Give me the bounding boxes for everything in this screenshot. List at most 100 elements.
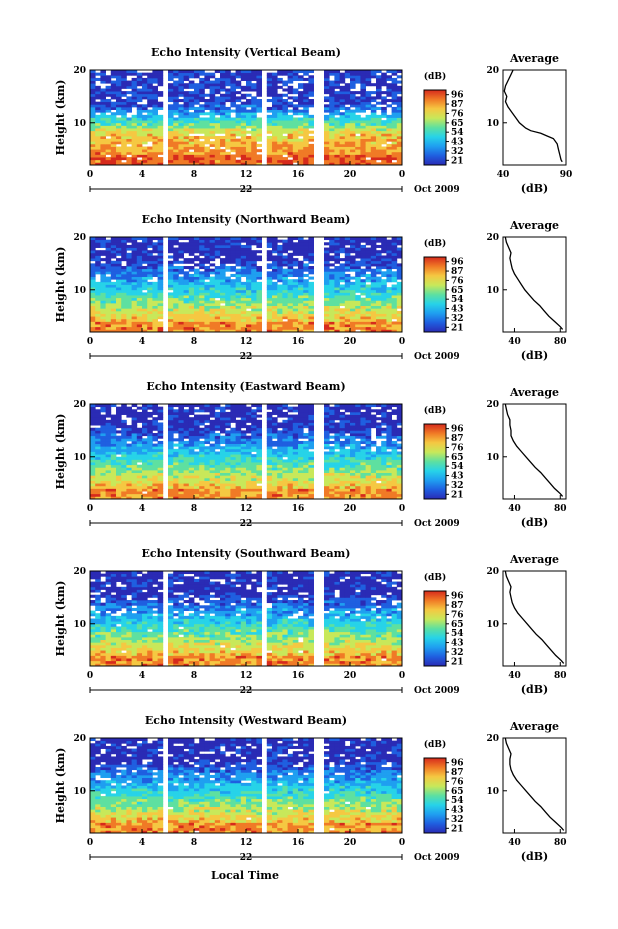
heatmap-cell bbox=[225, 240, 231, 243]
heatmap-cells bbox=[90, 237, 402, 332]
heatmap-cell bbox=[386, 139, 392, 142]
heatmap-cell bbox=[152, 308, 158, 311]
heatmap-cell bbox=[95, 154, 101, 157]
heatmap-cell bbox=[132, 115, 138, 118]
heatmap-cell bbox=[116, 83, 122, 86]
heatmap-cell bbox=[360, 459, 366, 462]
heatmap-cell bbox=[366, 483, 372, 486]
heatmap-cell bbox=[147, 154, 153, 157]
heatmap-cell bbox=[288, 136, 294, 139]
heatmap-cell bbox=[95, 295, 101, 298]
heatmap-cell bbox=[189, 128, 195, 131]
heatmap-cell bbox=[116, 120, 122, 123]
heatmap-cell bbox=[334, 483, 340, 486]
heatmap-cell bbox=[381, 441, 387, 444]
heatmap-cell bbox=[152, 321, 158, 324]
heatmap-cell bbox=[100, 147, 106, 150]
heatmap-cell bbox=[334, 144, 340, 147]
heatmap-cell bbox=[256, 125, 262, 128]
heatmap-cell bbox=[116, 475, 122, 478]
heatmap-cell bbox=[121, 462, 127, 465]
heatmap-cell bbox=[282, 242, 288, 245]
heatmap-cell bbox=[225, 486, 231, 489]
heatmap-cell bbox=[386, 154, 392, 157]
heatmap-cell bbox=[308, 253, 314, 256]
heatmap-cell bbox=[225, 115, 231, 118]
heatmap-cell bbox=[173, 483, 179, 486]
heatmap-cell bbox=[277, 467, 283, 470]
heatmap-cell bbox=[293, 144, 299, 147]
heatmap-cell bbox=[267, 131, 273, 134]
heatmap-cell bbox=[168, 104, 174, 107]
heatmap-cell bbox=[189, 470, 195, 473]
heatmap-cell bbox=[168, 271, 174, 274]
heatmap-cell bbox=[132, 277, 138, 280]
heatmap-cell bbox=[158, 454, 164, 457]
heatmap-cell bbox=[236, 314, 242, 317]
heatmap-cell bbox=[121, 311, 127, 314]
heatmap-cell bbox=[272, 473, 278, 476]
heatmap-cell bbox=[95, 452, 101, 455]
heatmap-cell bbox=[334, 248, 340, 251]
heatmap-cell bbox=[152, 454, 158, 457]
heatmap-cell bbox=[90, 324, 96, 327]
heatmap-cell bbox=[126, 261, 132, 264]
heatmap-cell bbox=[173, 149, 179, 152]
heatmap-cell bbox=[288, 271, 294, 274]
heatmap-cell bbox=[371, 128, 377, 131]
x-tick-label: 12 bbox=[240, 170, 253, 180]
heatmap-cell bbox=[392, 258, 398, 261]
heatmap-cell bbox=[111, 131, 117, 134]
heatmap-cell bbox=[215, 470, 221, 473]
heatmap-cell bbox=[272, 457, 278, 460]
heatmap-cell bbox=[298, 287, 304, 290]
heatmap-cell bbox=[220, 295, 226, 298]
heatmap-cell bbox=[132, 311, 138, 314]
heatmap-cell bbox=[126, 292, 132, 295]
heatmap-cell bbox=[366, 478, 372, 481]
heatmap-cell bbox=[236, 279, 242, 282]
heatmap-cell bbox=[184, 277, 190, 280]
heatmap-cell bbox=[350, 96, 356, 99]
heatmap-cell bbox=[184, 321, 190, 324]
heatmap-cell bbox=[147, 488, 153, 491]
heatmap-cell bbox=[106, 277, 112, 280]
heatmap-cell bbox=[132, 287, 138, 290]
heatmap-cell bbox=[392, 255, 398, 258]
heatmap-cell bbox=[366, 441, 372, 444]
heatmap-cell bbox=[329, 245, 335, 248]
heatmap-cell bbox=[277, 327, 283, 330]
heatmap-cell bbox=[126, 83, 132, 86]
heatmap-cell bbox=[137, 303, 143, 306]
heatmap-cell bbox=[126, 240, 132, 243]
heatmap-cell bbox=[168, 149, 174, 152]
heatmap-cell bbox=[132, 303, 138, 306]
heatmap-cell bbox=[392, 78, 398, 81]
heatmap-cell bbox=[152, 250, 158, 253]
heatmap-cell bbox=[189, 83, 195, 86]
heatmap-cell bbox=[308, 446, 314, 449]
heatmap-cell bbox=[116, 152, 122, 155]
heatmap-cell bbox=[334, 253, 340, 256]
heatmap-cell bbox=[220, 125, 226, 128]
heatmap-cell bbox=[210, 319, 216, 322]
heatmap-cell bbox=[288, 467, 294, 470]
heatmap-cell bbox=[241, 154, 247, 157]
heatmap-cell bbox=[116, 465, 122, 468]
heatmap-cell bbox=[106, 459, 112, 462]
heatmap-cell bbox=[272, 266, 278, 269]
heatmap-cell bbox=[345, 250, 351, 253]
heatmap-cell bbox=[277, 125, 283, 128]
colorbar bbox=[424, 90, 446, 165]
heatmap-cell bbox=[95, 258, 101, 261]
heatmap-cell bbox=[178, 300, 184, 303]
heatmap-cell bbox=[282, 316, 288, 319]
heatmap-cell bbox=[126, 475, 132, 478]
heatmap-cell bbox=[350, 314, 356, 317]
heatmap-cell bbox=[225, 441, 231, 444]
heatmap-cell bbox=[360, 274, 366, 277]
heatmap-cell bbox=[236, 271, 242, 274]
heatmap-cell bbox=[334, 99, 340, 102]
heatmap-cell bbox=[360, 465, 366, 468]
heatmap-cell bbox=[251, 462, 257, 465]
